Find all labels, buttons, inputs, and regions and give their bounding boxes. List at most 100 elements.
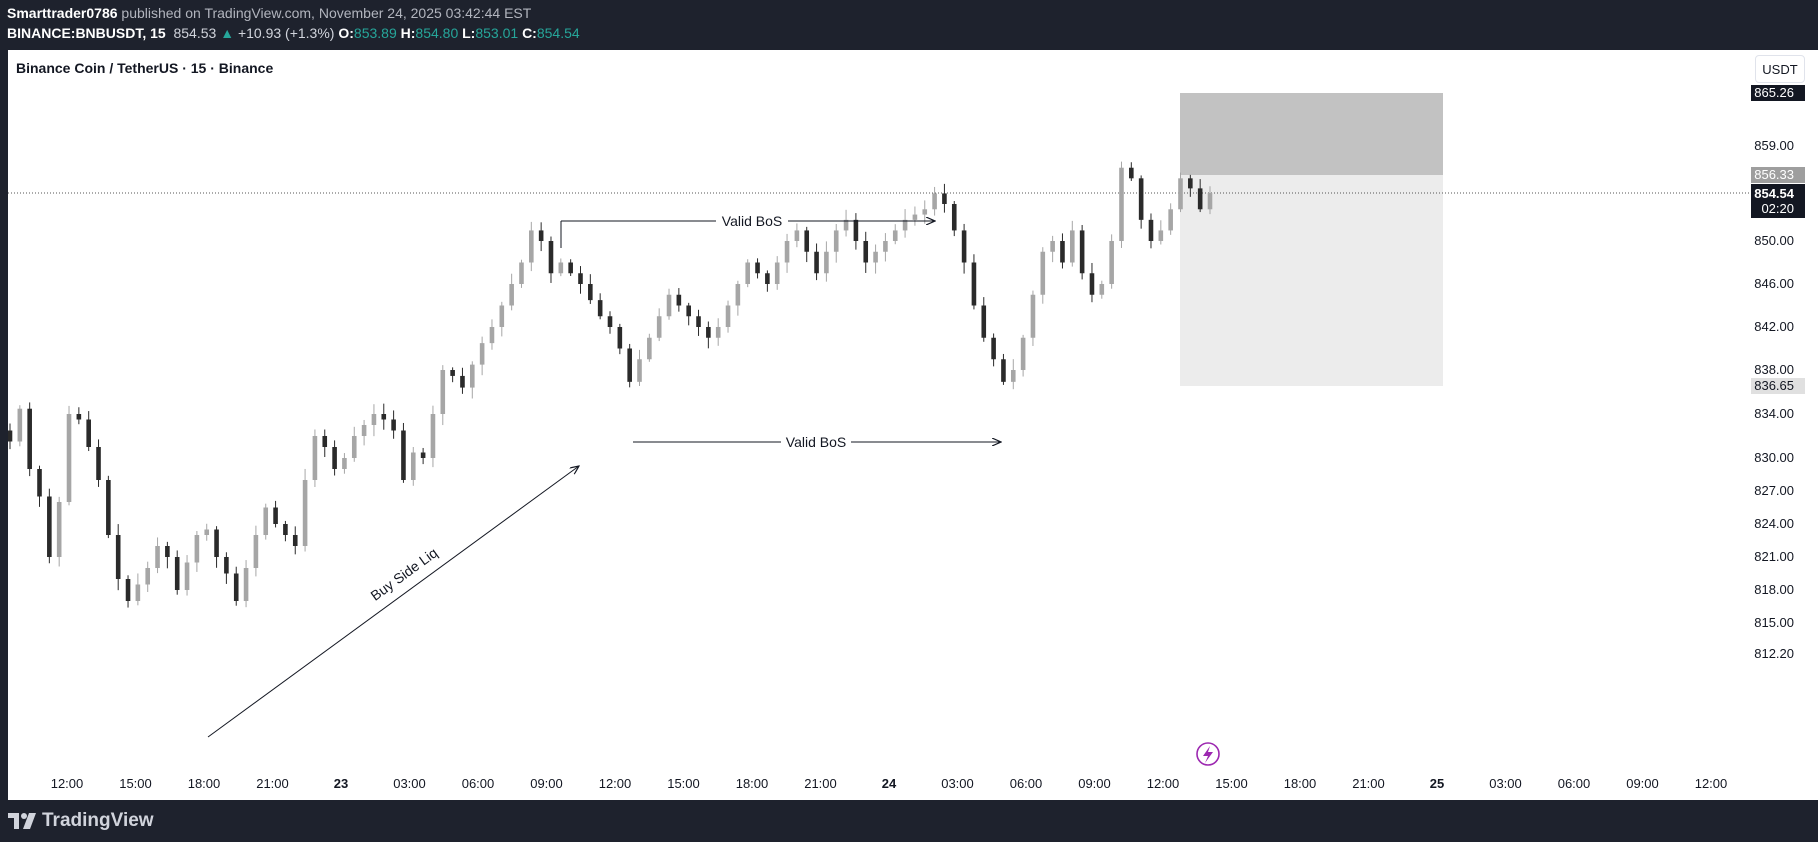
time-axis-label: 06:00 — [1558, 776, 1591, 791]
candle-body — [145, 568, 151, 585]
close-label: C: — [522, 25, 537, 41]
lower-bos-label[interactable]: Valid BoS — [786, 434, 846, 450]
time-axis[interactable]: 12:00 15:00 18:00 21:00 23 03:00 06:00 09:00 12:… — [51, 776, 1728, 791]
candle-body — [56, 502, 62, 557]
candle-body — [883, 241, 888, 252]
candle-body — [509, 284, 514, 306]
candle-body — [263, 507, 269, 535]
candle-body — [922, 209, 928, 215]
candle-body — [902, 219, 908, 231]
time-axis-label: 03:00 — [393, 776, 426, 791]
zone-top-tag-bg — [1751, 85, 1805, 101]
target-zone[interactable] — [1180, 175, 1443, 386]
candle-body — [686, 305, 691, 317]
chart-title: Binance Coin / TetherUS · 15 · Binance — [16, 60, 274, 76]
candle-body — [184, 562, 190, 590]
candle-body — [165, 546, 170, 557]
candle-body — [755, 262, 760, 274]
candle-body — [588, 284, 593, 301]
candle-body — [66, 414, 72, 502]
candle-body — [627, 348, 632, 382]
candle-body — [1030, 294, 1036, 338]
candle-body — [715, 327, 721, 338]
change-up-icon: ▲ — [220, 25, 235, 41]
upper-bos-label[interactable]: Valid BoS — [722, 213, 782, 229]
candle-body — [1119, 167, 1124, 241]
price-chart[interactable]: Valid BoS Valid BoS Buy Side Liq 864.008… — [8, 50, 1818, 800]
buy-side-liq-line[interactable] — [207, 466, 579, 738]
zone-top-tag: 865.26 — [1754, 85, 1794, 100]
candle-body — [538, 230, 544, 241]
chart-panel[interactable]: Valid BoS Valid BoS Buy Side Liq 864.008… — [8, 50, 1818, 800]
candle-body — [27, 408, 32, 469]
candle-body — [1001, 359, 1006, 382]
candle-body — [1089, 273, 1095, 295]
time-axis-label: 24 — [882, 776, 897, 791]
candle-body — [745, 262, 751, 284]
time-axis-label: 12:00 — [1147, 776, 1180, 791]
candle-body — [410, 452, 416, 480]
candle-body — [617, 327, 623, 349]
low-label: L: — [462, 25, 476, 41]
candle-body — [853, 219, 859, 241]
candle-body — [1099, 284, 1105, 295]
candle-body — [86, 419, 91, 447]
candle-body — [420, 452, 426, 458]
time-axis-label: 21:00 — [804, 776, 837, 791]
candle-body — [735, 284, 741, 306]
time-axis-label: 21:00 — [256, 776, 289, 791]
price-axis-label: 827.00 — [1754, 483, 1794, 498]
stop-zone[interactable] — [1180, 93, 1443, 175]
candle-body — [843, 219, 849, 231]
candle-body — [322, 436, 328, 447]
candle-body — [1138, 178, 1144, 220]
candle-body — [37, 469, 42, 497]
candle-body — [912, 214, 918, 220]
candle-body — [656, 316, 662, 338]
candle-body — [1129, 167, 1134, 179]
flash-icon[interactable] — [1196, 742, 1220, 766]
candle-body — [460, 375, 465, 388]
candle-body — [833, 230, 839, 252]
countdown-tag: 02:20 — [1761, 201, 1794, 216]
candle-body — [824, 251, 829, 274]
candle-body — [1168, 209, 1173, 231]
price-axis-label: 818.00 — [1754, 582, 1794, 597]
tradingview-logo[interactable]: TradingView — [8, 810, 154, 832]
high-label: H: — [400, 25, 416, 41]
candle-body — [873, 251, 878, 263]
candle-body — [233, 573, 239, 601]
candle-body — [292, 535, 298, 546]
symbol-info: BINANCE:BNBUSDT, 15 854.53 ▲ +10.93 (+1.… — [7, 25, 580, 41]
candle-body — [1020, 337, 1026, 370]
price-axis-label: 838.00 — [1754, 362, 1794, 377]
open-label: O: — [338, 25, 354, 41]
candle-body — [253, 535, 259, 568]
candle-body — [676, 294, 682, 306]
symbol-name[interactable]: BINANCE:BNBUSDT, 15 — [7, 25, 166, 41]
low-value: 853.01 — [475, 25, 519, 41]
price-axis-label: 821.00 — [1754, 549, 1794, 564]
candle-body — [1158, 230, 1164, 241]
time-axis-label: 12:00 — [1695, 776, 1728, 791]
candle-body — [47, 496, 52, 557]
candle-body — [204, 529, 210, 535]
publication-info: Smarttrader0786 published on TradingView… — [7, 5, 531, 21]
author-name[interactable]: Smarttrader0786 — [7, 5, 118, 21]
time-axis-label: 03:00 — [1489, 776, 1522, 791]
candle-body — [1197, 188, 1203, 210]
candle-body — [194, 535, 200, 563]
buy-side-liq-label[interactable]: Buy Side Liq — [368, 544, 441, 603]
candle-body — [529, 230, 534, 263]
candle-body — [578, 273, 583, 284]
candle-body — [706, 327, 711, 338]
candle-body — [440, 370, 446, 414]
entry-tag-bg — [1751, 167, 1805, 183]
currency-button[interactable]: USDT — [1755, 55, 1805, 83]
candle-body — [174, 557, 180, 590]
last-price: 854.53 — [173, 25, 217, 41]
time-axis-label: 09:00 — [1626, 776, 1659, 791]
candle-body — [568, 262, 573, 274]
candles-group — [8, 161, 1213, 608]
candle-body — [135, 584, 141, 601]
